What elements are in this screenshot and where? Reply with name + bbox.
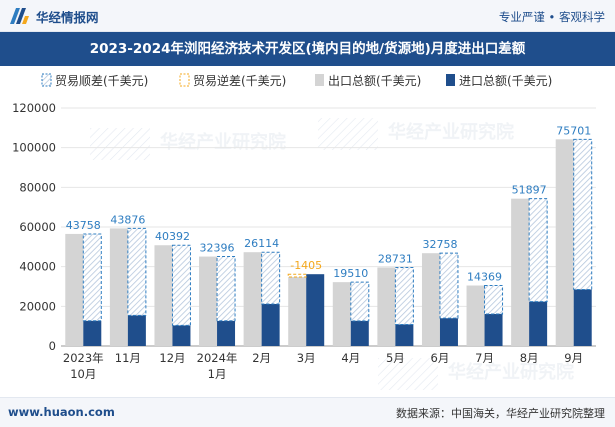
x-tick-label: 2024年 <box>197 351 238 365</box>
import-bar <box>261 303 280 346</box>
legend-swatch-deficit <box>179 73 190 87</box>
x-tick-label: 4月 <box>341 351 360 365</box>
surplus-bar <box>394 266 414 325</box>
x-tick-label: 9月 <box>564 351 583 365</box>
import-bar <box>439 318 458 346</box>
surplus-bar <box>216 256 236 322</box>
import-bar <box>350 320 369 346</box>
x-tick-label: 12月 <box>159 351 185 365</box>
watermark-group: 华经产业研究院 华经产业研究院 华经产业研究院 <box>90 118 574 390</box>
export-bar <box>65 233 84 346</box>
import-bar <box>306 274 325 346</box>
legend-label: 贸易逆差(千美元) <box>193 73 286 88</box>
surplus-bar <box>484 285 504 315</box>
surplus-bar <box>350 281 370 322</box>
bars <box>65 138 593 346</box>
chart: 华经产业研究院 华经产业研究院 华经产业研究院 贸易顺差(千美元) 贸易逆差(千美… <box>12 73 596 390</box>
import-bar <box>127 315 146 346</box>
data-label: 32396 <box>200 242 235 255</box>
import-bar <box>529 301 548 346</box>
chart-title: 2023-2024年浏阳经济技术开发区(境内目的地/货源地)月度进出口差额 <box>89 41 526 57</box>
data-label: 43758 <box>66 219 101 232</box>
data-label: 14369 <box>467 271 502 284</box>
export-bar <box>377 267 396 346</box>
legend-label: 贸易顺差(千美元) <box>55 74 148 88</box>
export-bar <box>154 245 173 346</box>
y-tick-label: 100000 <box>12 141 56 155</box>
import-bar <box>395 324 414 346</box>
x-tick-label: 7月 <box>475 351 494 365</box>
data-label: 40392 <box>155 230 190 243</box>
data-label: 75701 <box>556 124 591 137</box>
import-bar <box>83 320 102 346</box>
y-tick-label: 20000 <box>19 299 56 313</box>
x-axis: 2023年 10月 11月 12月 2024年 1月 2月 3月 4月 5月 6月 7月 8月 9月 <box>63 351 583 381</box>
export-bar <box>466 285 485 346</box>
export-bar <box>288 276 307 346</box>
slogan: 专业严谨 • 客观科学 <box>498 10 605 24</box>
x-tick-label: 2023年 <box>63 351 104 365</box>
surplus-bar <box>439 252 459 319</box>
logo-icon <box>10 8 29 24</box>
export-bar <box>199 256 218 346</box>
logo[interactable]: 华经情报网 <box>8 6 99 26</box>
data-label: 28731 <box>378 252 413 265</box>
export-bar <box>109 228 128 346</box>
legend: 贸易顺差(千美元) 贸易逆差(千美元) 出口总额(千美元) 进口总额(千美元) <box>41 73 552 88</box>
import-bar <box>217 320 236 346</box>
y-tick-label: 80000 <box>19 180 56 194</box>
y-tick-label: 60000 <box>19 220 56 234</box>
x-tick-label: 11月 <box>115 351 141 365</box>
x-tick-label: 2月 <box>252 351 271 365</box>
data-label: 26114 <box>244 237 279 250</box>
data-label: 43876 <box>110 213 145 226</box>
data-label: 19510 <box>333 267 368 280</box>
data-label: 51897 <box>512 184 547 197</box>
import-bar <box>573 289 592 346</box>
export-bar <box>332 282 351 346</box>
title-bar: 2023-2024年浏阳经济技术开发区(境内目的地/货源地)月度进出口差额 <box>0 32 615 66</box>
footer-url[interactable]: www.huaon.com <box>8 405 115 419</box>
y-tick-label: 0 <box>49 339 56 353</box>
deficit-bar <box>287 273 307 278</box>
import-bar <box>172 325 191 346</box>
export-bar <box>243 252 262 346</box>
legend-label: 进口总额(千美元) <box>459 74 552 88</box>
surplus-bar <box>573 138 593 290</box>
brand-name: 华经情报网 <box>36 9 99 25</box>
watermark-text: 华经产业研究院 <box>160 131 286 153</box>
x-tick-label: 10月 <box>70 367 96 381</box>
export-bar <box>511 198 530 346</box>
watermark-text: 华经产业研究院 <box>448 361 574 383</box>
import-bar <box>484 314 503 346</box>
watermark-text: 华经产业研究院 <box>388 121 514 143</box>
surplus-bar <box>528 198 548 303</box>
data-labels: 43758 43876 40392 32396 26114 -1405 19510 28731… <box>66 124 591 283</box>
legend-swatch-import <box>446 74 455 86</box>
footer: www.huaon.com 数据来源：中国海关，华经产业研究院整理 <box>0 397 615 427</box>
y-tick-label: 120000 <box>12 101 56 115</box>
export-bar <box>421 253 440 346</box>
surplus-bar <box>171 244 191 326</box>
surplus-bar <box>82 233 102 322</box>
legend-label: 出口总额(千美元) <box>328 74 421 88</box>
top-bar: 华经情报网 专业严谨 • 客观科学 <box>0 0 615 32</box>
export-bar <box>555 139 574 346</box>
x-tick-label: 3月 <box>297 351 316 365</box>
surplus-bar <box>261 251 281 305</box>
surplus-bar <box>127 227 147 316</box>
y-axis: 0 20000 40000 60000 80000 100000 120000 <box>12 101 596 353</box>
x-tick-label: 1月 <box>208 367 227 381</box>
x-tick-label: 5月 <box>386 351 405 365</box>
footer-source: 数据来源：中国海关，华经产业研究院整理 <box>396 407 605 420</box>
data-label: 32758 <box>422 238 457 251</box>
y-tick-label: 40000 <box>19 260 56 274</box>
legend-swatch-surplus <box>41 73 52 87</box>
x-tick-label: 6月 <box>431 351 450 365</box>
legend-swatch-export <box>315 74 324 86</box>
data-label: -1405 <box>290 259 322 272</box>
x-tick-label: 8月 <box>520 351 539 365</box>
